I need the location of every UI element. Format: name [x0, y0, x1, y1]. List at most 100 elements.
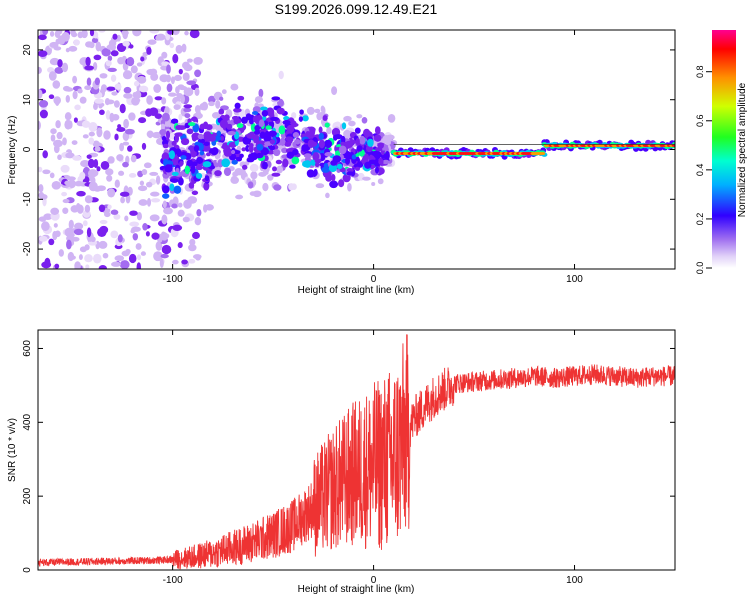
heat-cell — [96, 166, 101, 172]
heat-cell — [353, 163, 360, 168]
heat-cell — [72, 90, 78, 100]
heat-cell — [187, 122, 196, 127]
heat-cell — [194, 87, 200, 96]
heat-cell — [90, 236, 96, 243]
colorbar: 0.0 0.2 0.4 0.6 0.8 Normalized spectral ampl… — [695, 30, 748, 274]
heat-cell — [135, 243, 142, 250]
heat-cell — [291, 156, 300, 165]
heat-cell — [204, 175, 210, 182]
heat-cell — [54, 263, 60, 269]
heat-cell — [146, 46, 152, 55]
heat-cell — [262, 161, 268, 170]
spectrogram-xlabel: Height of straight line (km) — [298, 285, 415, 296]
heat-cell — [132, 92, 137, 98]
heat-cell — [131, 96, 140, 106]
heat-cell — [161, 61, 170, 66]
heat-cell — [186, 159, 194, 167]
heat-cell — [116, 154, 124, 162]
heat-cell — [57, 35, 66, 45]
heat-cell — [194, 69, 202, 78]
heat-cell — [66, 239, 72, 250]
heat-cell — [271, 96, 281, 101]
heat-cell — [189, 30, 200, 39]
heat-cell — [164, 164, 173, 173]
heat-cell — [261, 110, 269, 117]
heat-cell — [114, 83, 122, 90]
heat-cell — [84, 65, 94, 71]
heat-cell — [146, 95, 153, 105]
heat-cell — [52, 139, 63, 148]
heat-cell — [66, 176, 76, 181]
heat-cell — [239, 153, 244, 158]
heat-cell — [162, 200, 167, 209]
heat-cell — [190, 164, 196, 174]
heat-cell — [333, 134, 338, 141]
heat-cell — [178, 177, 184, 186]
heat-cell — [191, 190, 199, 196]
heat-cell — [249, 163, 259, 172]
heat-cell — [140, 56, 145, 62]
heat-cell — [170, 76, 175, 85]
x-tick-label: 0 — [371, 575, 377, 586]
heat-cell — [299, 109, 304, 115]
heat-cell — [233, 107, 242, 113]
heat-cell — [173, 104, 181, 111]
heat-cell — [54, 66, 64, 74]
x-tick-label: 0 — [371, 274, 377, 285]
heat-cell — [86, 227, 92, 238]
heat-cell — [95, 41, 102, 52]
heat-cell — [68, 179, 76, 189]
heat-cell — [219, 119, 228, 129]
heat-cell — [324, 152, 333, 157]
colorbar-tick-label: 0.4 — [695, 164, 705, 177]
snr-frame — [37, 329, 676, 571]
heat-cell — [79, 96, 87, 104]
y-tick-label: 10 — [22, 94, 33, 106]
heat-cell — [38, 89, 43, 99]
heat-cell — [273, 184, 282, 191]
heat-cell — [166, 83, 173, 93]
heat-cell — [161, 214, 168, 225]
heat-cell — [258, 171, 267, 177]
heat-cell — [100, 84, 108, 93]
heat-cell — [99, 225, 109, 234]
heat-cell — [231, 149, 236, 155]
heat-cell — [356, 114, 363, 119]
heat-cell — [128, 44, 134, 49]
heat-cell — [101, 48, 111, 57]
heat-cell — [114, 133, 119, 141]
heat-cell — [136, 76, 147, 84]
heat-cell — [138, 199, 148, 206]
heat-cell — [305, 131, 311, 138]
heat-cell — [143, 162, 152, 169]
heat-cell — [325, 174, 333, 182]
heat-cell — [214, 170, 222, 177]
heat-cell — [82, 134, 89, 139]
heat-cell — [322, 115, 328, 122]
heat-cell — [298, 116, 304, 122]
heat-cell — [92, 170, 99, 177]
heat-cell — [312, 152, 320, 161]
y-tick-label: 20 — [22, 44, 33, 56]
heat-cell — [72, 75, 78, 84]
heat-cell — [73, 39, 80, 46]
heat-cell — [174, 133, 180, 143]
heat-cell — [155, 241, 163, 251]
heat-cell — [48, 71, 57, 81]
heat-cell — [92, 140, 100, 148]
heat-cell — [354, 166, 361, 171]
colorbar-label: Normalized spectral amplitude — [737, 82, 748, 217]
heat-cell — [371, 181, 376, 187]
heat-cell — [178, 68, 183, 75]
heat-cell — [160, 253, 169, 259]
heat-cell — [85, 56, 91, 67]
heat-cell — [219, 136, 225, 141]
heat-cell — [118, 170, 125, 176]
heat-cell — [84, 85, 92, 91]
heat-cell — [117, 124, 122, 129]
heat-cell — [278, 70, 284, 80]
heat-cell — [367, 138, 374, 147]
heat-cell — [325, 192, 330, 199]
heat-cell — [246, 132, 254, 139]
heat-cell — [329, 180, 339, 189]
